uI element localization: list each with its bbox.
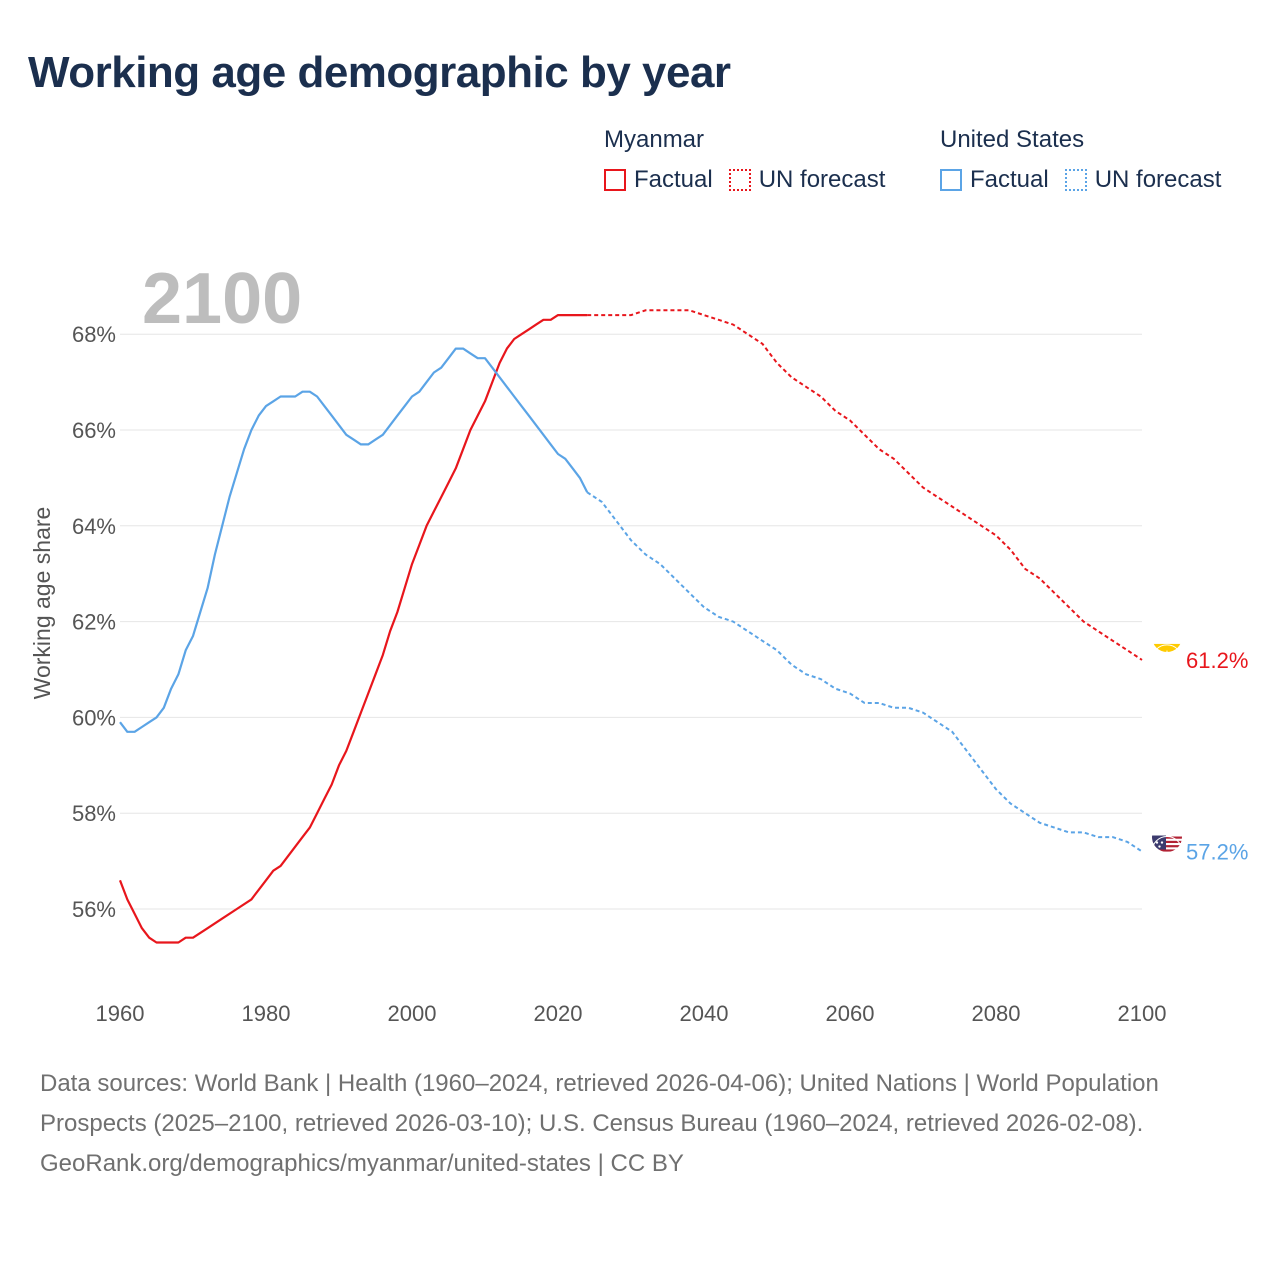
x-tick-label: 1960 [96, 1001, 145, 1026]
x-tick-label: 2020 [534, 1001, 583, 1026]
us-flag-icon [1151, 835, 1183, 868]
y-tick-label: 66% [72, 418, 116, 443]
legend-swatch-dotted [1064, 169, 1087, 191]
myanmar-flag-icon [1151, 643, 1183, 676]
series-line-myanmar-factual[interactable] [118, 314, 588, 944]
legend-item-us-factual[interactable]: Factual [940, 166, 1049, 194]
series-line-myanmar-forecast[interactable] [587, 309, 1143, 661]
legend-label-forecast: UN forecast [758, 166, 886, 193]
legend-swatch-solid [604, 169, 626, 191]
y-tick-label: 58% [72, 801, 116, 826]
x-tick-label: 2080 [972, 1001, 1021, 1026]
x-tick-label: 2040 [680, 1001, 729, 1026]
series-line-united-states-forecast[interactable] [586, 491, 1143, 853]
legend-group-united-states: United States Factual UN forecast [940, 124, 1221, 194]
legend-country-myanmar: Myanmar [604, 126, 705, 153]
y-tick-label: 62% [72, 610, 116, 635]
legend-label-factual: Factual [970, 166, 1049, 193]
legend-item-myanmar-forecast[interactable]: UN forecast [728, 166, 886, 194]
y-tick-label: 56% [72, 897, 116, 922]
y-tick-label: 68% [72, 322, 116, 347]
end-value-label: 57.2% [1186, 840, 1248, 865]
end-value-label: 61.2% [1186, 648, 1248, 673]
series-line-united-states-factual[interactable] [119, 347, 589, 733]
x-tick-label: 1980 [242, 1001, 291, 1026]
legend-swatch-solid [940, 169, 962, 191]
y-axis-label: Working age share [29, 507, 55, 700]
y-tick-label: 64% [72, 514, 116, 539]
legend-swatch-dotted [728, 169, 751, 191]
x-tick-label: 2100 [1118, 1001, 1167, 1026]
legend-country-united-states: United States [940, 126, 1085, 153]
x-tick-label: 2000 [388, 1001, 437, 1026]
current-year-label: 2100 [142, 259, 302, 339]
chart-footer: Data sources: World Bank | Health (1960–… [40, 1064, 1240, 1184]
legend-label-forecast: UN forecast [1094, 166, 1222, 193]
y-tick-label: 60% [72, 705, 116, 730]
source-link[interactable]: GeoRank.org/demographics/myanmar/united-… [40, 1150, 684, 1177]
chart-title: Working age demographic by year [28, 48, 731, 97]
legend-item-us-forecast[interactable]: UN forecast [1064, 166, 1222, 194]
data-sources-note: Data sources: World Bank | Health (1960–… [40, 1070, 1159, 1137]
legend-item-myanmar-factual[interactable]: Factual [604, 166, 713, 194]
x-tick-label: 2060 [826, 1001, 875, 1026]
legend-group-myanmar: Myanmar Factual UN forecast [604, 124, 901, 194]
legend-label-factual: Factual [634, 166, 713, 193]
